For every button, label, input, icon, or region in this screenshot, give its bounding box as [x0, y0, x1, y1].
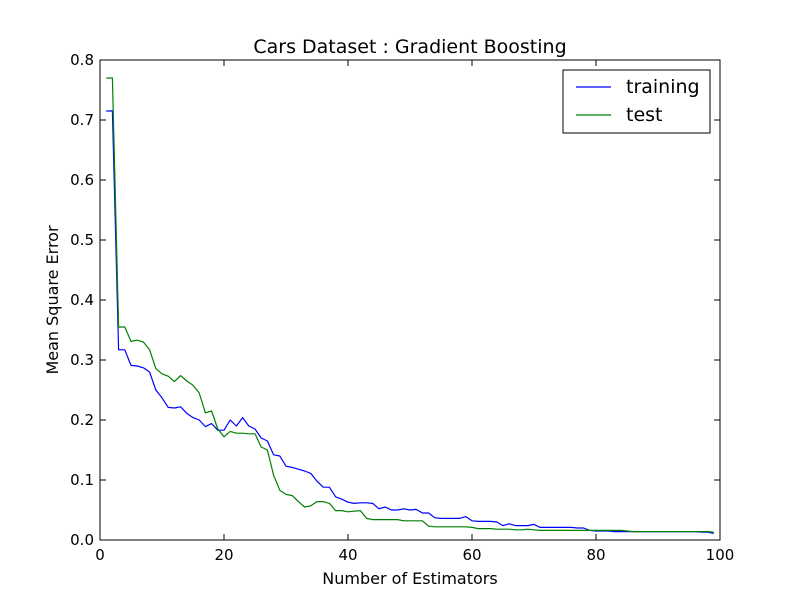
y-tick-label: 0.3: [70, 351, 94, 369]
y-tick-label: 0.5: [70, 231, 94, 249]
y-tick-label: 0.0: [70, 531, 94, 549]
series-line-training: [106, 110, 714, 534]
x-tick-label: 100: [706, 546, 735, 564]
x-tick-label: 60: [462, 546, 481, 564]
y-axis-label: Mean Square Error: [43, 225, 62, 375]
x-tick-label: 20: [214, 546, 233, 564]
y-tick-label: 0.4: [70, 291, 94, 309]
series-line-test: [106, 77, 714, 533]
tick-layer: 0 20 40 60 80 100 0.0 0.1 0.2 0.3 0.4 0.5 0.6 0.7 0.8: [70, 51, 734, 564]
y-tick-label: 0.1: [70, 471, 94, 489]
legend-label-training: training: [626, 76, 700, 98]
legend-label-test: test: [626, 104, 663, 126]
y-tick-label: 0.6: [70, 171, 94, 189]
chart-title: Cars Dataset : Gradient Boosting: [253, 36, 566, 58]
y-tick-label: 0.8: [70, 51, 94, 69]
x-tick-label: 40: [338, 546, 357, 564]
x-axis-label: Number of Estimators: [322, 569, 497, 588]
plot-background: [100, 60, 720, 540]
legend-box: [562, 69, 711, 134]
x-tick-label: 80: [586, 546, 605, 564]
series-layer: [106, 77, 714, 534]
y-tick-label: 0.2: [70, 411, 94, 429]
x-tick-label: 0: [95, 546, 105, 564]
legend: training test: [562, 69, 711, 134]
y-tick-label: 0.7: [70, 111, 94, 129]
plot-area: 0 20 40 60 80 100 0.0 0.1 0.2 0.3 0.4 0.5 0.6 0.7 0.8: [70, 51, 734, 564]
